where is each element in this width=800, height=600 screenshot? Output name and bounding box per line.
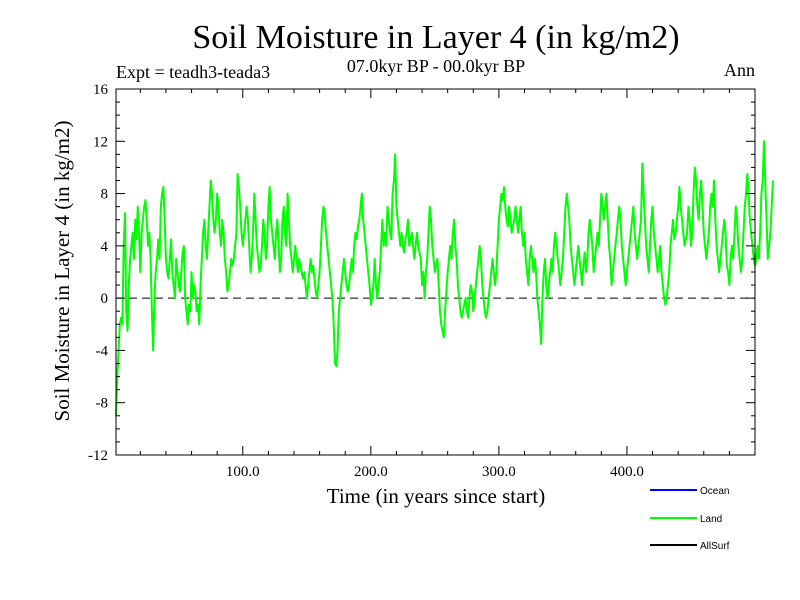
x-tick-label: 100.0 xyxy=(226,464,260,480)
y-tick-label: 12 xyxy=(93,134,108,150)
y-tick-label: 4 xyxy=(101,239,109,255)
legend-ocean-label: Ocean xyxy=(700,486,729,497)
legend-allsurf-label: AllSurf xyxy=(700,541,730,552)
y-tick-label: -12 xyxy=(88,448,108,464)
x-tick-label: 300.0 xyxy=(482,464,516,480)
y-axis-label: Soil Moisture in Layer 4 (in kg/m2) xyxy=(50,121,74,422)
y-tick-label: -8 xyxy=(96,396,109,412)
series-line-land xyxy=(115,140,774,416)
chart-subtitle: 07.0kyr BP - 00.0kyr BP xyxy=(347,56,525,76)
expt-label: Expt = teadh3-teada3 xyxy=(116,62,270,82)
legend-land-label: Land xyxy=(700,514,722,525)
x-tick-label: 400.0 xyxy=(610,464,644,480)
y-tick-label: 16 xyxy=(93,82,109,98)
season-label: Ann xyxy=(724,60,755,80)
y-tick-label: -4 xyxy=(96,343,109,359)
y-tick-label: 8 xyxy=(101,187,109,203)
plot-area: -12 -8 -4 0 4 8 12 16 100.0 200.0 300.0 400.0 xyxy=(88,82,774,480)
legend: Ocean Land AllSurf xyxy=(650,486,730,552)
x-axis-label: Time (in years since start) xyxy=(327,484,546,508)
y-tick-label: 0 xyxy=(101,291,109,307)
chart-title: Soil Moisture in Layer 4 (in kg/m2) xyxy=(192,19,679,56)
x-tick-label: 200.0 xyxy=(354,464,388,480)
